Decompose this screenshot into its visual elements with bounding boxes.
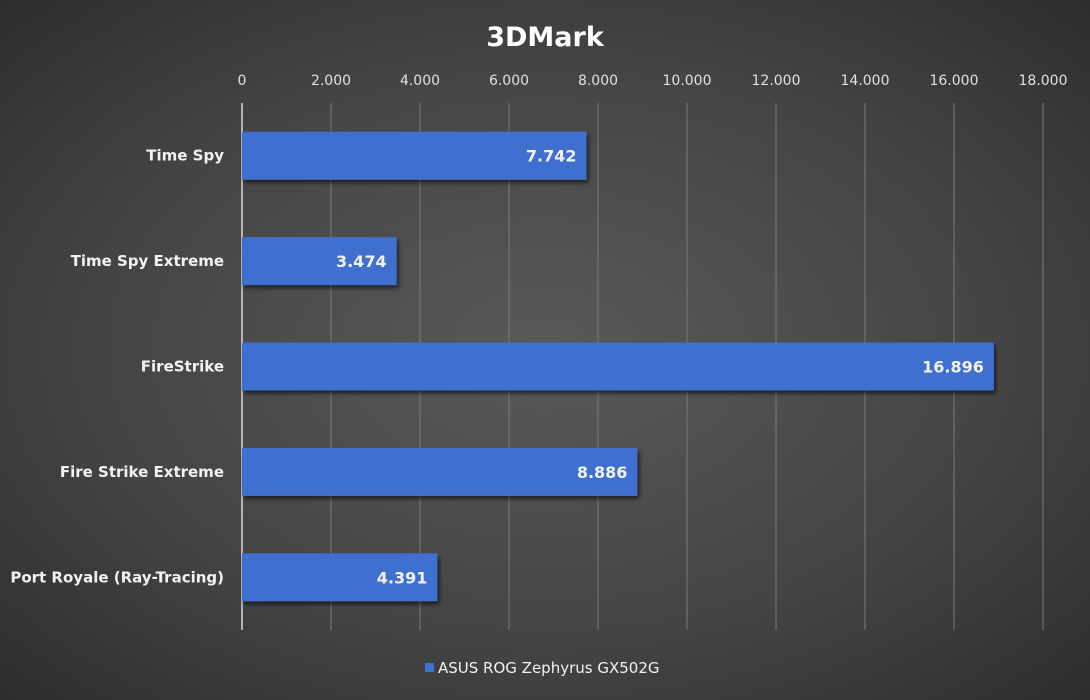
legend: ASUS ROG Zephyrus GX502G xyxy=(425,659,660,677)
category-label: Time Spy Extreme xyxy=(71,252,224,270)
x-tick-label: 0 xyxy=(238,73,247,89)
x-tick-label: 10.000 xyxy=(663,73,712,89)
chart-title: 3DMark xyxy=(486,22,605,53)
x-tick-label: 14.000 xyxy=(841,73,890,89)
data-label: 3.474 xyxy=(336,252,387,271)
bar xyxy=(242,237,397,286)
x-tick-label: 2.000 xyxy=(311,73,351,89)
data-label: 16.896 xyxy=(922,358,984,377)
x-tick-label: 8.000 xyxy=(578,73,618,89)
data-label: 8.886 xyxy=(577,463,628,482)
x-tick-label: 12.000 xyxy=(752,73,801,89)
bar xyxy=(242,553,438,602)
x-tick-label: 4.000 xyxy=(400,73,440,89)
bar xyxy=(242,131,587,180)
bar xyxy=(242,447,638,496)
category-label: Time Spy xyxy=(146,147,224,165)
data-label: 7.742 xyxy=(526,147,577,166)
category-label: Fire Strike Extreme xyxy=(60,463,224,481)
legend-swatch xyxy=(425,663,434,672)
data-label: 4.391 xyxy=(377,568,428,587)
category-label: Port Royale (Ray-Tracing) xyxy=(10,568,224,586)
x-tick-label: 16.000 xyxy=(930,73,979,89)
x-tick-label: 6.000 xyxy=(489,73,529,89)
legend-label: ASUS ROG Zephyrus GX502G xyxy=(438,659,660,677)
bar xyxy=(242,342,994,391)
x-tick-label: 18.000 xyxy=(1019,73,1068,89)
category-label: FireStrike xyxy=(141,358,224,376)
